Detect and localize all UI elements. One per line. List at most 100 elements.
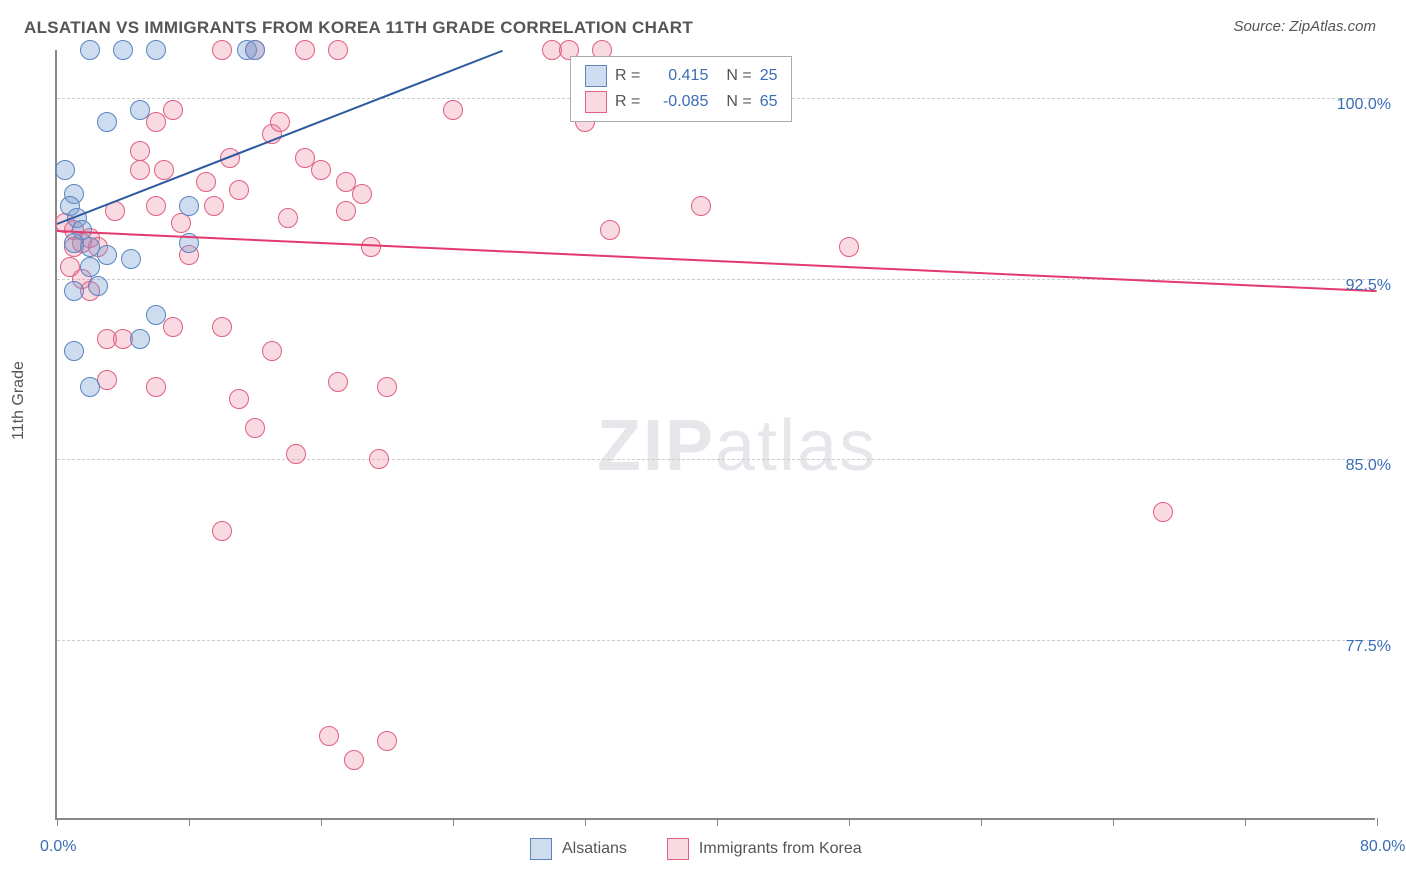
data-point (600, 220, 620, 240)
y-tick-label: 92.5% (1346, 277, 1391, 295)
data-point (328, 40, 348, 60)
data-point (80, 40, 100, 60)
data-point (262, 341, 282, 361)
n-value: 25 (760, 67, 778, 85)
data-point (130, 160, 150, 180)
data-point (839, 237, 859, 257)
data-point (80, 377, 100, 397)
gridline (57, 279, 1375, 280)
data-point (97, 245, 117, 265)
data-point (286, 444, 306, 464)
chart-title: ALSATIAN VS IMMIGRANTS FROM KOREA 11TH G… (24, 18, 693, 38)
stats-legend-row: R = 0.415 N = 25 (585, 63, 777, 89)
x-tick (321, 818, 322, 826)
stats-legend: R = 0.415 N = 25 R = -0.085 N = 65 (570, 56, 792, 122)
legend-item-label: Alsatians (562, 840, 627, 858)
n-label: N = (726, 93, 751, 111)
gridline (57, 640, 1375, 641)
data-point (344, 750, 364, 770)
x-tick-label: 0.0% (40, 838, 76, 856)
data-point (88, 276, 108, 296)
r-value: -0.085 (648, 93, 708, 111)
data-point (295, 40, 315, 60)
trend-line (57, 230, 1377, 292)
watermark: ZIPatlas (597, 405, 877, 487)
watermark-zip: ZIP (597, 406, 715, 486)
data-point (691, 196, 711, 216)
legend-swatch (667, 838, 689, 860)
data-point (146, 112, 166, 132)
data-point (196, 172, 216, 192)
gridline (57, 459, 1375, 460)
data-point (146, 40, 166, 60)
data-point (369, 449, 389, 469)
source-attribution: Source: ZipAtlas.com (1233, 18, 1376, 35)
data-point (319, 726, 339, 746)
data-point (80, 257, 100, 277)
data-point (245, 418, 265, 438)
data-point (270, 112, 290, 132)
x-tick (1377, 818, 1378, 826)
x-tick (189, 818, 190, 826)
data-point (163, 100, 183, 120)
data-point (146, 377, 166, 397)
data-point (377, 377, 397, 397)
r-value: 0.415 (648, 67, 708, 85)
x-tick (57, 818, 58, 826)
y-tick-label: 100.0% (1337, 96, 1391, 114)
legend-swatch (585, 91, 607, 113)
x-tick (981, 818, 982, 826)
data-point (146, 305, 166, 325)
x-tick (1113, 818, 1114, 826)
data-point (212, 521, 232, 541)
data-point (121, 249, 141, 269)
n-value: 65 (760, 93, 778, 111)
data-point (130, 100, 150, 120)
series-legend: Alsatians Immigrants from Korea (530, 838, 892, 860)
data-point (443, 100, 463, 120)
x-tick (453, 818, 454, 826)
data-point (212, 317, 232, 337)
data-point (130, 141, 150, 161)
data-point (229, 180, 249, 200)
data-point (204, 196, 224, 216)
data-point (163, 317, 183, 337)
data-point (229, 389, 249, 409)
data-point (64, 341, 84, 361)
data-point (336, 201, 356, 221)
data-point (311, 160, 331, 180)
x-tick (1245, 818, 1246, 826)
x-tick-label: 80.0% (1360, 838, 1405, 856)
data-point (130, 329, 150, 349)
r-label: R = (615, 67, 640, 85)
x-tick (849, 818, 850, 826)
data-point (361, 237, 381, 257)
y-tick-label: 85.0% (1346, 457, 1391, 475)
stats-legend-row: R = -0.085 N = 65 (585, 89, 777, 115)
data-point (352, 184, 372, 204)
plot-area: ZIPatlas (55, 50, 1375, 820)
trend-line (57, 50, 503, 225)
data-point (1153, 502, 1173, 522)
x-tick (717, 818, 718, 826)
data-point (377, 731, 397, 751)
r-label: R = (615, 93, 640, 111)
data-point (113, 40, 133, 60)
x-tick (585, 818, 586, 826)
data-point (245, 40, 265, 60)
data-point (212, 40, 232, 60)
n-label: N = (726, 67, 751, 85)
data-point (146, 196, 166, 216)
data-point (179, 196, 199, 216)
legend-swatch (585, 65, 607, 87)
watermark-atlas: atlas (715, 406, 877, 486)
data-point (55, 160, 75, 180)
data-point (328, 372, 348, 392)
data-point (64, 281, 84, 301)
y-tick-label: 77.5% (1346, 638, 1391, 656)
legend-swatch (530, 838, 552, 860)
y-axis-label: 11th Grade (10, 361, 28, 440)
data-point (278, 208, 298, 228)
legend-item-label: Immigrants from Korea (699, 840, 862, 858)
data-point (97, 112, 117, 132)
